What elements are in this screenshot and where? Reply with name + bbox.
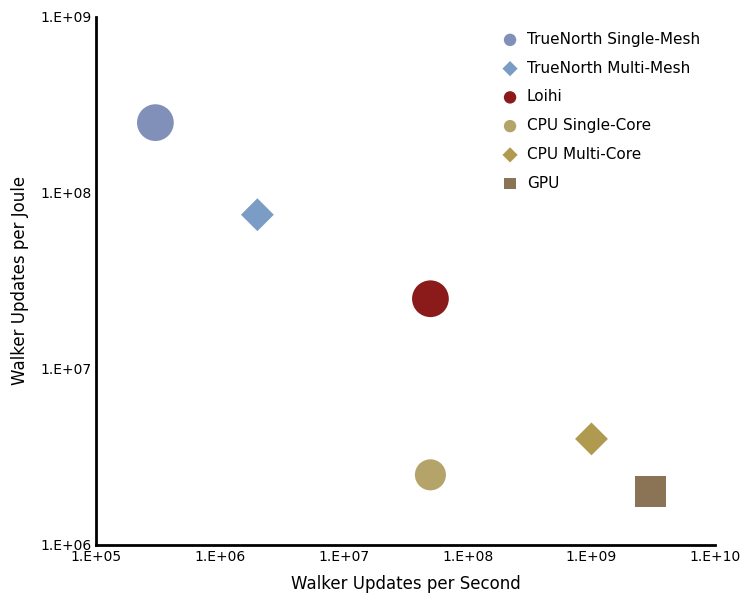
Legend: TrueNorth Single-Mesh, TrueNorth Multi-Mesh, Loihi, CPU Single-Core, CPU Multi-C: TrueNorth Single-Mesh, TrueNorth Multi-M…: [495, 24, 708, 198]
X-axis label: Walker Updates per Second: Walker Updates per Second: [291, 575, 520, 593]
Point: [251, 210, 263, 219]
Point: [644, 487, 656, 496]
Point: [424, 294, 436, 304]
Point: [586, 434, 598, 444]
Y-axis label: Walker Updates per Joule: Walker Updates per Joule: [11, 176, 29, 385]
Point: [150, 118, 162, 127]
Point: [424, 470, 436, 480]
